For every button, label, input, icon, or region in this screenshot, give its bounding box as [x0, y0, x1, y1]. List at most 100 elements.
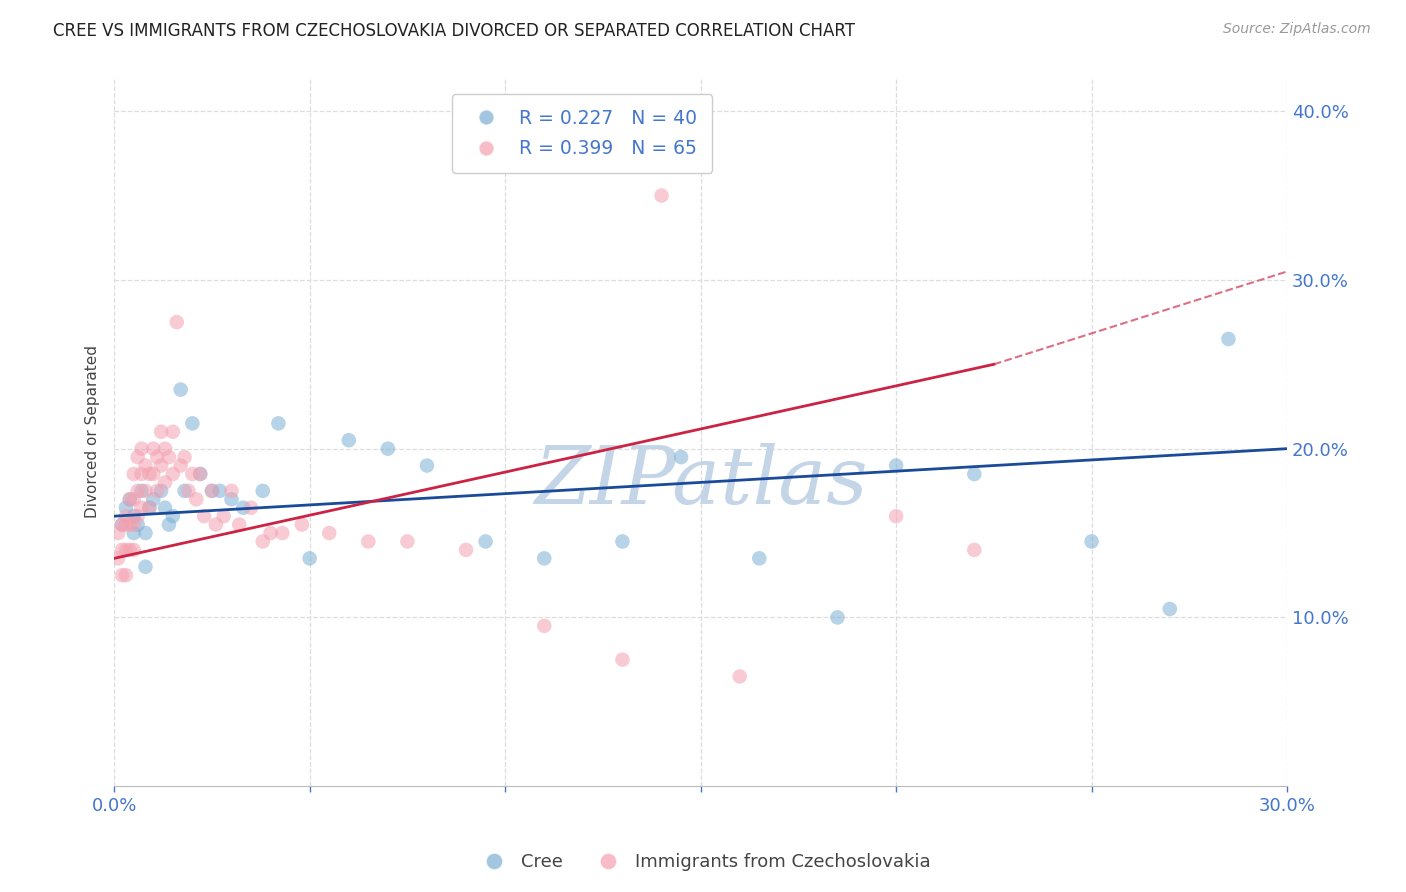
Point [396, 534, 419, 549]
Point [115, 542, 138, 557]
Point [122, 517, 145, 532]
Point [122, 509, 145, 524]
Point [173, 483, 195, 498]
Point [232, 500, 254, 515]
Point [127, 483, 149, 498]
Point [1218, 332, 1240, 346]
Point [118, 492, 141, 507]
Point [612, 652, 634, 666]
Text: Source: ZipAtlas.com: Source: ZipAtlas.com [1223, 22, 1371, 37]
Point [142, 492, 165, 507]
Point [122, 467, 145, 481]
Point [127, 450, 149, 464]
Point [748, 551, 770, 566]
Point [142, 442, 165, 456]
Point [669, 450, 692, 464]
Point [177, 483, 200, 498]
Point [173, 450, 195, 464]
Point [153, 475, 176, 490]
Point [228, 517, 250, 532]
Point [134, 458, 156, 473]
Legend: R = 0.227   N = 40, R = 0.399   N = 65: R = 0.227 N = 40, R = 0.399 N = 65 [451, 94, 713, 173]
Point [252, 483, 274, 498]
Point [162, 467, 184, 481]
Point [146, 483, 169, 498]
Point [169, 458, 191, 473]
Point [298, 551, 321, 566]
Text: ZIPatlas: ZIPatlas [534, 442, 868, 520]
Point [150, 483, 173, 498]
Point [150, 458, 173, 473]
Point [377, 442, 399, 456]
Point [127, 517, 149, 532]
Point [122, 526, 145, 541]
Point [827, 610, 849, 624]
Point [884, 458, 907, 473]
Point [533, 551, 555, 566]
Point [134, 483, 156, 498]
Point [134, 526, 156, 541]
Point [201, 483, 224, 498]
Point [221, 483, 243, 498]
Y-axis label: Divorced or Separated: Divorced or Separated [86, 345, 100, 518]
Point [221, 492, 243, 507]
Point [963, 542, 986, 557]
Point [157, 517, 180, 532]
Point [533, 619, 555, 633]
Point [118, 517, 141, 532]
Point [1080, 534, 1102, 549]
Point [259, 526, 281, 541]
Point [188, 467, 211, 481]
Point [474, 534, 496, 549]
Point [169, 383, 191, 397]
Point [111, 568, 134, 582]
Point [1159, 602, 1181, 616]
Point [162, 425, 184, 439]
Point [612, 534, 634, 549]
Point [181, 467, 204, 481]
Point [138, 500, 160, 515]
Point [212, 509, 235, 524]
Point [138, 467, 160, 481]
Point [107, 551, 129, 566]
Point [118, 492, 141, 507]
Point [134, 559, 156, 574]
Point [122, 542, 145, 557]
Point [111, 542, 134, 557]
Point [157, 450, 180, 464]
Point [127, 509, 149, 524]
Point [162, 509, 184, 524]
Point [291, 517, 314, 532]
Point [240, 500, 263, 515]
Point [454, 542, 477, 557]
Point [150, 425, 173, 439]
Point [337, 434, 360, 448]
Point [201, 483, 224, 498]
Point [107, 526, 129, 541]
Point [146, 450, 169, 464]
Point [271, 526, 294, 541]
Point [131, 500, 153, 515]
Point [111, 517, 134, 532]
Point [142, 467, 165, 481]
Point [193, 509, 215, 524]
Point [267, 417, 290, 431]
Text: CREE VS IMMIGRANTS FROM CZECHOSLOVAKIA DIVORCED OR SEPARATED CORRELATION CHART: CREE VS IMMIGRANTS FROM CZECHOSLOVAKIA D… [53, 22, 855, 40]
Point [188, 467, 211, 481]
Point [728, 669, 751, 683]
Point [205, 517, 228, 532]
Legend: Cree, Immigrants from Czechoslovakia: Cree, Immigrants from Czechoslovakia [468, 847, 938, 879]
Point [651, 188, 673, 202]
Point [111, 517, 134, 532]
Point [963, 467, 986, 481]
Point [252, 534, 274, 549]
Point [153, 500, 176, 515]
Point [131, 442, 153, 456]
Point [115, 500, 138, 515]
Point [115, 517, 138, 532]
Point [138, 500, 160, 515]
Point [318, 526, 340, 541]
Point [122, 492, 145, 507]
Point [115, 568, 138, 582]
Point [357, 534, 380, 549]
